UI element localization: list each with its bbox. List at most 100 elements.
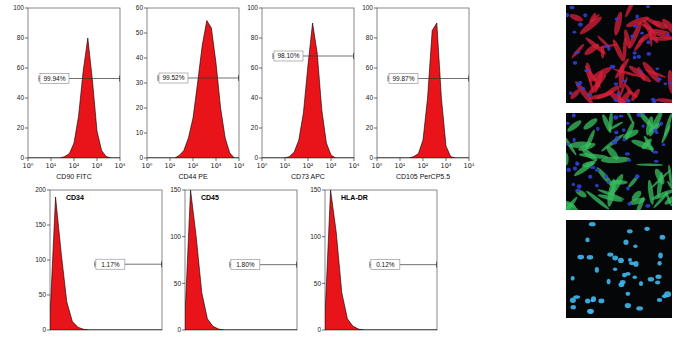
nucleus: [614, 130, 618, 134]
nucleus: [630, 34, 633, 38]
histogram-panel: 02040608010010⁰10¹10²10³10⁴99.87%CD105 P…: [362, 4, 475, 180]
x-tick: [262, 158, 263, 161]
y-tick: [25, 38, 28, 39]
nucleus: [572, 113, 576, 117]
nucleus: [567, 168, 571, 172]
y-tick-label: 0: [139, 154, 143, 161]
nucleus: [635, 14, 639, 19]
panel-title: CD34: [66, 194, 84, 201]
gate-label: 99.94%: [43, 75, 65, 82]
y-tick-label: 100: [310, 233, 321, 240]
y-tick: [259, 158, 262, 159]
nucleus: [590, 166, 596, 169]
y-tick-label: 60: [366, 64, 374, 71]
cell: [627, 64, 652, 85]
nucleus: [645, 204, 650, 208]
gate-end: [229, 262, 230, 268]
nucleus: [632, 276, 637, 280]
cell: [640, 60, 662, 85]
x-axis-label: CD105 PerCP5.5: [396, 173, 450, 180]
nucleus: [588, 175, 592, 179]
cell: [608, 113, 614, 132]
y-tick: [25, 158, 28, 159]
cell: [589, 13, 600, 24]
y-tick: [322, 330, 325, 331]
nucleus: [595, 184, 599, 188]
x-tick: [354, 158, 355, 161]
x-tick: [193, 158, 194, 161]
nucleus: [615, 136, 619, 140]
cell: [640, 22, 654, 31]
y-tick: [47, 225, 50, 226]
nucleus: [657, 298, 662, 302]
y-tick: [144, 83, 147, 84]
nucleus: [584, 69, 589, 72]
nucleus: [607, 279, 611, 284]
nucleus: [662, 294, 667, 298]
x-axis-label: CD90 FITC: [56, 173, 91, 180]
nucleus: [604, 174, 608, 178]
cell: [581, 160, 595, 168]
cell: [643, 135, 656, 154]
cell: [667, 164, 672, 185]
gate-end: [272, 53, 273, 59]
cell: [622, 128, 640, 141]
nucleus: [613, 267, 617, 270]
data-group: [185, 190, 297, 330]
y-tick-label: 20: [136, 104, 144, 111]
cell: [633, 36, 646, 52]
cell: [660, 124, 672, 144]
histogram-area: [262, 23, 354, 158]
gate-label-box: [231, 260, 260, 270]
y-tick-label: 20: [366, 124, 374, 131]
nucleus: [577, 184, 582, 188]
y-tick: [144, 108, 147, 109]
plot-frame: [147, 8, 239, 158]
y-tick-label: 0: [177, 326, 181, 333]
nucleus: [655, 67, 659, 70]
y-tick-label: 80: [251, 34, 259, 41]
y-tick: [374, 158, 377, 159]
nucleus: [622, 273, 627, 278]
nucleus: [587, 309, 594, 314]
y-tick-label: 150: [310, 186, 321, 193]
cell: [651, 19, 668, 31]
nucleus: [573, 61, 578, 65]
gate-label-box: [96, 259, 125, 269]
nucleus: [570, 297, 576, 303]
cell: [601, 156, 631, 163]
gate-label-box: [371, 260, 400, 270]
gate-end: [296, 262, 297, 268]
nucleus: [655, 281, 660, 285]
nucleus: [572, 31, 576, 34]
x-tick-label: 10¹: [395, 162, 406, 170]
nucleus: [653, 150, 658, 153]
data-group: [50, 197, 162, 330]
nucleus: [646, 52, 651, 56]
x-tick: [469, 158, 470, 161]
cell: [641, 18, 660, 44]
nucleus: [637, 55, 641, 59]
x-tick: [170, 158, 171, 161]
nucleus: [613, 115, 618, 119]
histogram-area: [147, 21, 239, 159]
cell: [569, 12, 584, 23]
nucleus: [585, 299, 590, 304]
nucleus: [595, 169, 600, 172]
nucleus: [626, 99, 631, 103]
gate-end: [119, 76, 120, 82]
y-tick: [182, 283, 185, 284]
nucleus: [622, 138, 626, 141]
y-tick: [322, 283, 325, 284]
cell: [611, 38, 626, 63]
nucleus: [604, 45, 608, 48]
x-tick-label: 10¹: [165, 162, 176, 170]
y-tick: [322, 190, 325, 191]
x-tick: [446, 158, 447, 161]
nucleus: [585, 238, 589, 243]
nucleus: [578, 22, 583, 26]
y-tick: [25, 8, 28, 9]
data-group: [262, 23, 354, 158]
histogram-panel: 0501001502001.17%CD34: [35, 186, 162, 333]
cell: [655, 98, 672, 103]
